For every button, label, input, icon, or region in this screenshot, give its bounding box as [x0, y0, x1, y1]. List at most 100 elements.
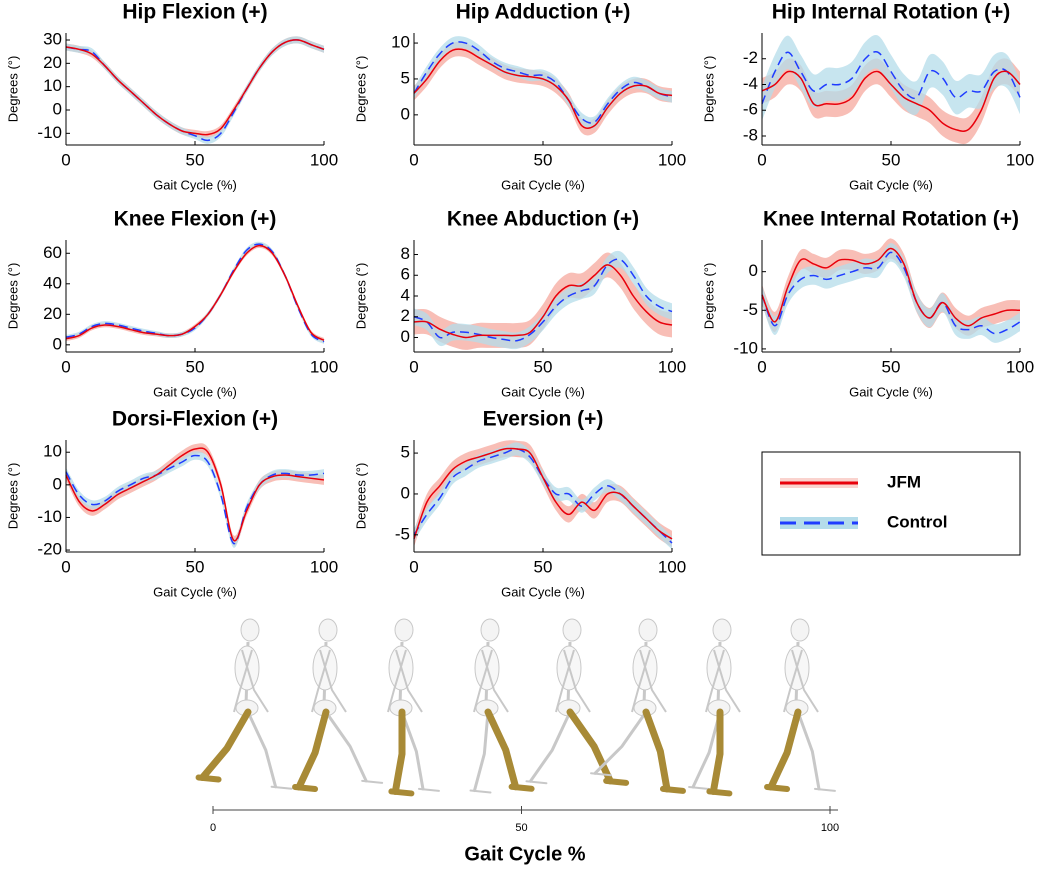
- x-tick-label: 0: [757, 357, 766, 376]
- sd-band: [66, 36, 324, 139]
- x-tick-label: 100: [310, 150, 338, 169]
- strip-tick-label: 50: [515, 822, 527, 834]
- foot: [508, 783, 535, 792]
- foot: [764, 784, 791, 793]
- arm: [481, 649, 509, 713]
- chart-panel: Knee Internal Rotation (+) -10 -5 0 0 50 100 Ga…: [701, 208, 1034, 400]
- skeleton: [469, 618, 535, 794]
- foot: [659, 785, 686, 794]
- x-axis-label: Gait Cycle (%): [153, 384, 237, 399]
- leg: [767, 708, 802, 791]
- x-tick-label: 0: [409, 357, 418, 376]
- series-line: [65, 39, 325, 142]
- skull: [480, 618, 500, 642]
- y-axis-label: Degrees (°): [5, 463, 20, 530]
- arm: [387, 649, 407, 713]
- x-tick-label: 0: [409, 557, 418, 576]
- foot: [688, 786, 711, 791]
- sd-band: [414, 41, 672, 136]
- foot: [525, 780, 548, 785]
- chart-panel: Knee Abduction (+) 0 2 46 8 0 50 100 Gait Cycle …: [353, 208, 686, 400]
- chart-title: Eversion (+): [483, 408, 604, 431]
- arm: [631, 649, 651, 713]
- skeleton: [387, 618, 440, 797]
- strip-tick-label: 100: [821, 822, 839, 834]
- arm: [563, 649, 591, 713]
- x-tick-label: 0: [61, 557, 70, 576]
- skeleton: [195, 618, 293, 790]
- x-axis-label: Gait Cycle (%): [849, 384, 933, 399]
- foot: [292, 784, 319, 793]
- leg: [796, 710, 821, 791]
- y-axis-label: Degrees (°): [353, 463, 368, 530]
- arm: [319, 649, 347, 713]
- x-tick-label: 50: [534, 150, 553, 169]
- arm: [473, 649, 493, 713]
- arm: [713, 649, 741, 713]
- skull: [790, 618, 810, 642]
- skeleton-strip: 0 50 100: [195, 618, 839, 834]
- x-tick-label: 0: [61, 150, 70, 169]
- y-tick-label: 10: [43, 76, 62, 95]
- foot: [195, 774, 222, 783]
- y-axis-label: Degrees (°): [701, 56, 716, 123]
- y-axis-label: Degrees (°): [5, 263, 20, 330]
- leg: [324, 710, 368, 783]
- legend-label: JFM: [887, 472, 921, 491]
- x-tick-label: 100: [1006, 150, 1034, 169]
- leg: [566, 708, 614, 785]
- chart-title: Hip Flexion (+): [122, 1, 267, 24]
- series-line: [65, 243, 325, 343]
- y-tick-label: -20: [37, 540, 62, 559]
- foot: [270, 785, 293, 790]
- leg: [199, 708, 252, 781]
- skeleton: [688, 618, 741, 797]
- series-line: [413, 48, 673, 130]
- x-tick-label: 0: [61, 357, 70, 376]
- foot: [603, 777, 630, 786]
- y-tick-label: 8: [401, 244, 410, 263]
- foot: [417, 787, 440, 792]
- x-axis-label: Gait Cycle (%): [153, 584, 237, 599]
- y-tick-label: 4: [401, 285, 410, 304]
- skeleton: [292, 618, 384, 793]
- sd-band: [414, 442, 672, 550]
- x-tick-label: 50: [534, 557, 553, 576]
- x-tick-label: 100: [658, 150, 686, 169]
- arm: [241, 649, 269, 713]
- x-tick-label: 50: [186, 557, 205, 576]
- x-tick-label: 50: [882, 357, 901, 376]
- y-tick-label: 0: [401, 327, 410, 346]
- sd-band: [414, 36, 672, 129]
- y-tick-label: 6: [401, 265, 410, 284]
- chart-title: Knee Abduction (+): [447, 208, 639, 231]
- y-axis-label: Degrees (°): [5, 56, 20, 123]
- x-tick-label: 50: [186, 357, 205, 376]
- y-tick-label: 60: [43, 243, 62, 262]
- foot: [590, 772, 613, 777]
- series-line: [413, 447, 673, 540]
- leg: [642, 708, 671, 793]
- arm: [555, 649, 575, 713]
- y-axis-label: Degrees (°): [701, 263, 716, 330]
- series-line: [65, 447, 325, 542]
- strip-xlabel: Gait Cycle %: [464, 843, 585, 865]
- chart-title: Knee Flexion (+): [114, 208, 277, 231]
- strip-tick-label: 0: [210, 822, 216, 834]
- sd-band: [762, 58, 1020, 145]
- series-line: [761, 251, 1021, 335]
- x-tick-label: 100: [658, 557, 686, 576]
- x-tick-label: 0: [409, 150, 418, 169]
- y-tick-label: -10: [733, 338, 758, 357]
- foot: [361, 779, 384, 784]
- x-tick-label: 100: [1006, 357, 1034, 376]
- foot: [813, 787, 836, 792]
- x-axis-label: Gait Cycle (%): [849, 177, 933, 192]
- sd-band: [66, 451, 324, 548]
- chart-panel: Hip Flexion (+) -10 0 10 20 30 0 50 100 Gait Cycl…: [5, 1, 338, 193]
- y-tick-label: 5: [401, 68, 410, 87]
- series-line: [65, 454, 325, 545]
- y-axis-label: Degrees (°): [353, 263, 368, 330]
